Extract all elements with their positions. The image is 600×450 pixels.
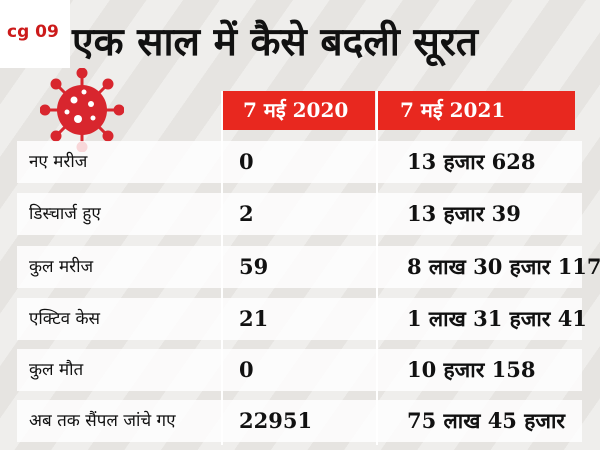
- table-row: नए मरीज 0 13 हजार 628: [17, 137, 582, 186]
- channel-tag: cg 09: [0, 0, 70, 68]
- table-row: अब तक सैंपल जांचे गए 22951 75 लाख 45 हजा…: [17, 396, 582, 445]
- value-2021: 13 हजार 628: [407, 149, 536, 174]
- value-2021: 13 हजार 39: [407, 201, 521, 226]
- row-label: अब तक सैंपल जांचे गए: [29, 411, 176, 431]
- column-divider: [376, 91, 378, 445]
- row-label: एक्टिव केस: [29, 309, 101, 329]
- table-row: डिस्चार्ज हुए 2 13 हजार 39: [17, 189, 582, 238]
- row-label: नए मरीज: [29, 152, 88, 172]
- value-2020: 21: [239, 306, 269, 331]
- table-row: एक्टिव केस 21 1 लाख 31 हजार 41: [17, 294, 587, 343]
- channel-tag-text: cg 09: [7, 22, 59, 42]
- value-2021: 1 लाख 31 हजार 41: [407, 306, 587, 331]
- headline: एक साल में कैसे बदली सूरत: [72, 20, 479, 65]
- column-divider: [221, 91, 223, 445]
- value-2020: 59: [239, 254, 269, 279]
- column-header-2021: 7 मई 2021: [378, 91, 575, 130]
- column-header-2020: 7 मई 2020: [221, 91, 375, 130]
- value-2020: 22951: [239, 408, 313, 433]
- value-2020: 2: [239, 201, 254, 226]
- value-2021: 8 लाख 30 हजार 117: [407, 254, 600, 279]
- row-label: डिस्चार्ज हुए: [29, 204, 101, 224]
- row-label: कुल मरीज: [29, 257, 94, 277]
- table-row: कुल मौत 0 10 हजार 158: [17, 345, 582, 394]
- row-label: कुल मौत: [29, 360, 84, 380]
- value-2020: 0: [239, 357, 254, 382]
- value-2020: 0: [239, 149, 254, 174]
- value-2021: 10 हजार 158: [407, 357, 536, 382]
- value-2021: 75 लाख 45 हजार: [407, 408, 565, 433]
- table-row: कुल मरीज 59 8 लाख 30 हजार 117: [17, 242, 600, 291]
